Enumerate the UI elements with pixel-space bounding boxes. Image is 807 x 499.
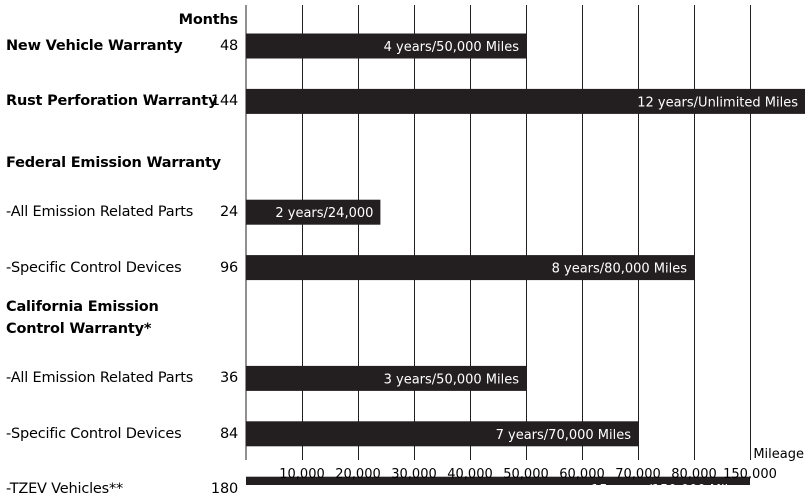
x-axis-label: Mileage <box>753 447 804 462</box>
bar-label: 7 years/70,000 Miles <box>496 428 632 443</box>
warranty-chart: 4 years/50,000 Miles 12 years/Unlimited M… <box>245 5 805 485</box>
bar <box>246 33 526 59</box>
bar-label: 3 years/50,000 Miles <box>384 372 520 387</box>
bar <box>246 255 694 281</box>
bar-label: 12 years/Unlimited Miles <box>637 95 798 110</box>
bar <box>246 421 638 447</box>
bar-label: 8 years/80,000 Miles <box>552 262 688 277</box>
x-tick-label: 30,000 <box>391 467 437 482</box>
bar <box>246 88 805 114</box>
bar <box>246 199 381 225</box>
x-tick-label: 10,000 <box>279 467 325 482</box>
bar-label: 4 years/50,000 Miles <box>384 40 520 55</box>
x-tick-label: 70,000 <box>615 467 661 482</box>
x-tick-label: 60,000 <box>559 467 605 482</box>
gridlines <box>245 5 751 460</box>
x-tick-label: 40,000 <box>447 467 493 482</box>
bar <box>246 476 750 485</box>
bars: 4 years/50,000 Miles 12 years/Unlimited M… <box>246 33 805 485</box>
x-tick-label: 50,000 <box>503 467 549 482</box>
x-tick-label: 20,000 <box>335 467 381 482</box>
bar-label: 15 years/150,000 Miles <box>591 483 743 485</box>
x-tick-label: 150,000 <box>723 467 777 482</box>
bar-label: 2 years/24,000 <box>275 206 373 221</box>
x-axis-tick-labels: 10,000 20,000 30,000 40,000 50,000 60,000 70,0… <box>279 467 777 482</box>
bar <box>246 365 526 391</box>
x-tick-label: 80,000 <box>671 467 717 482</box>
